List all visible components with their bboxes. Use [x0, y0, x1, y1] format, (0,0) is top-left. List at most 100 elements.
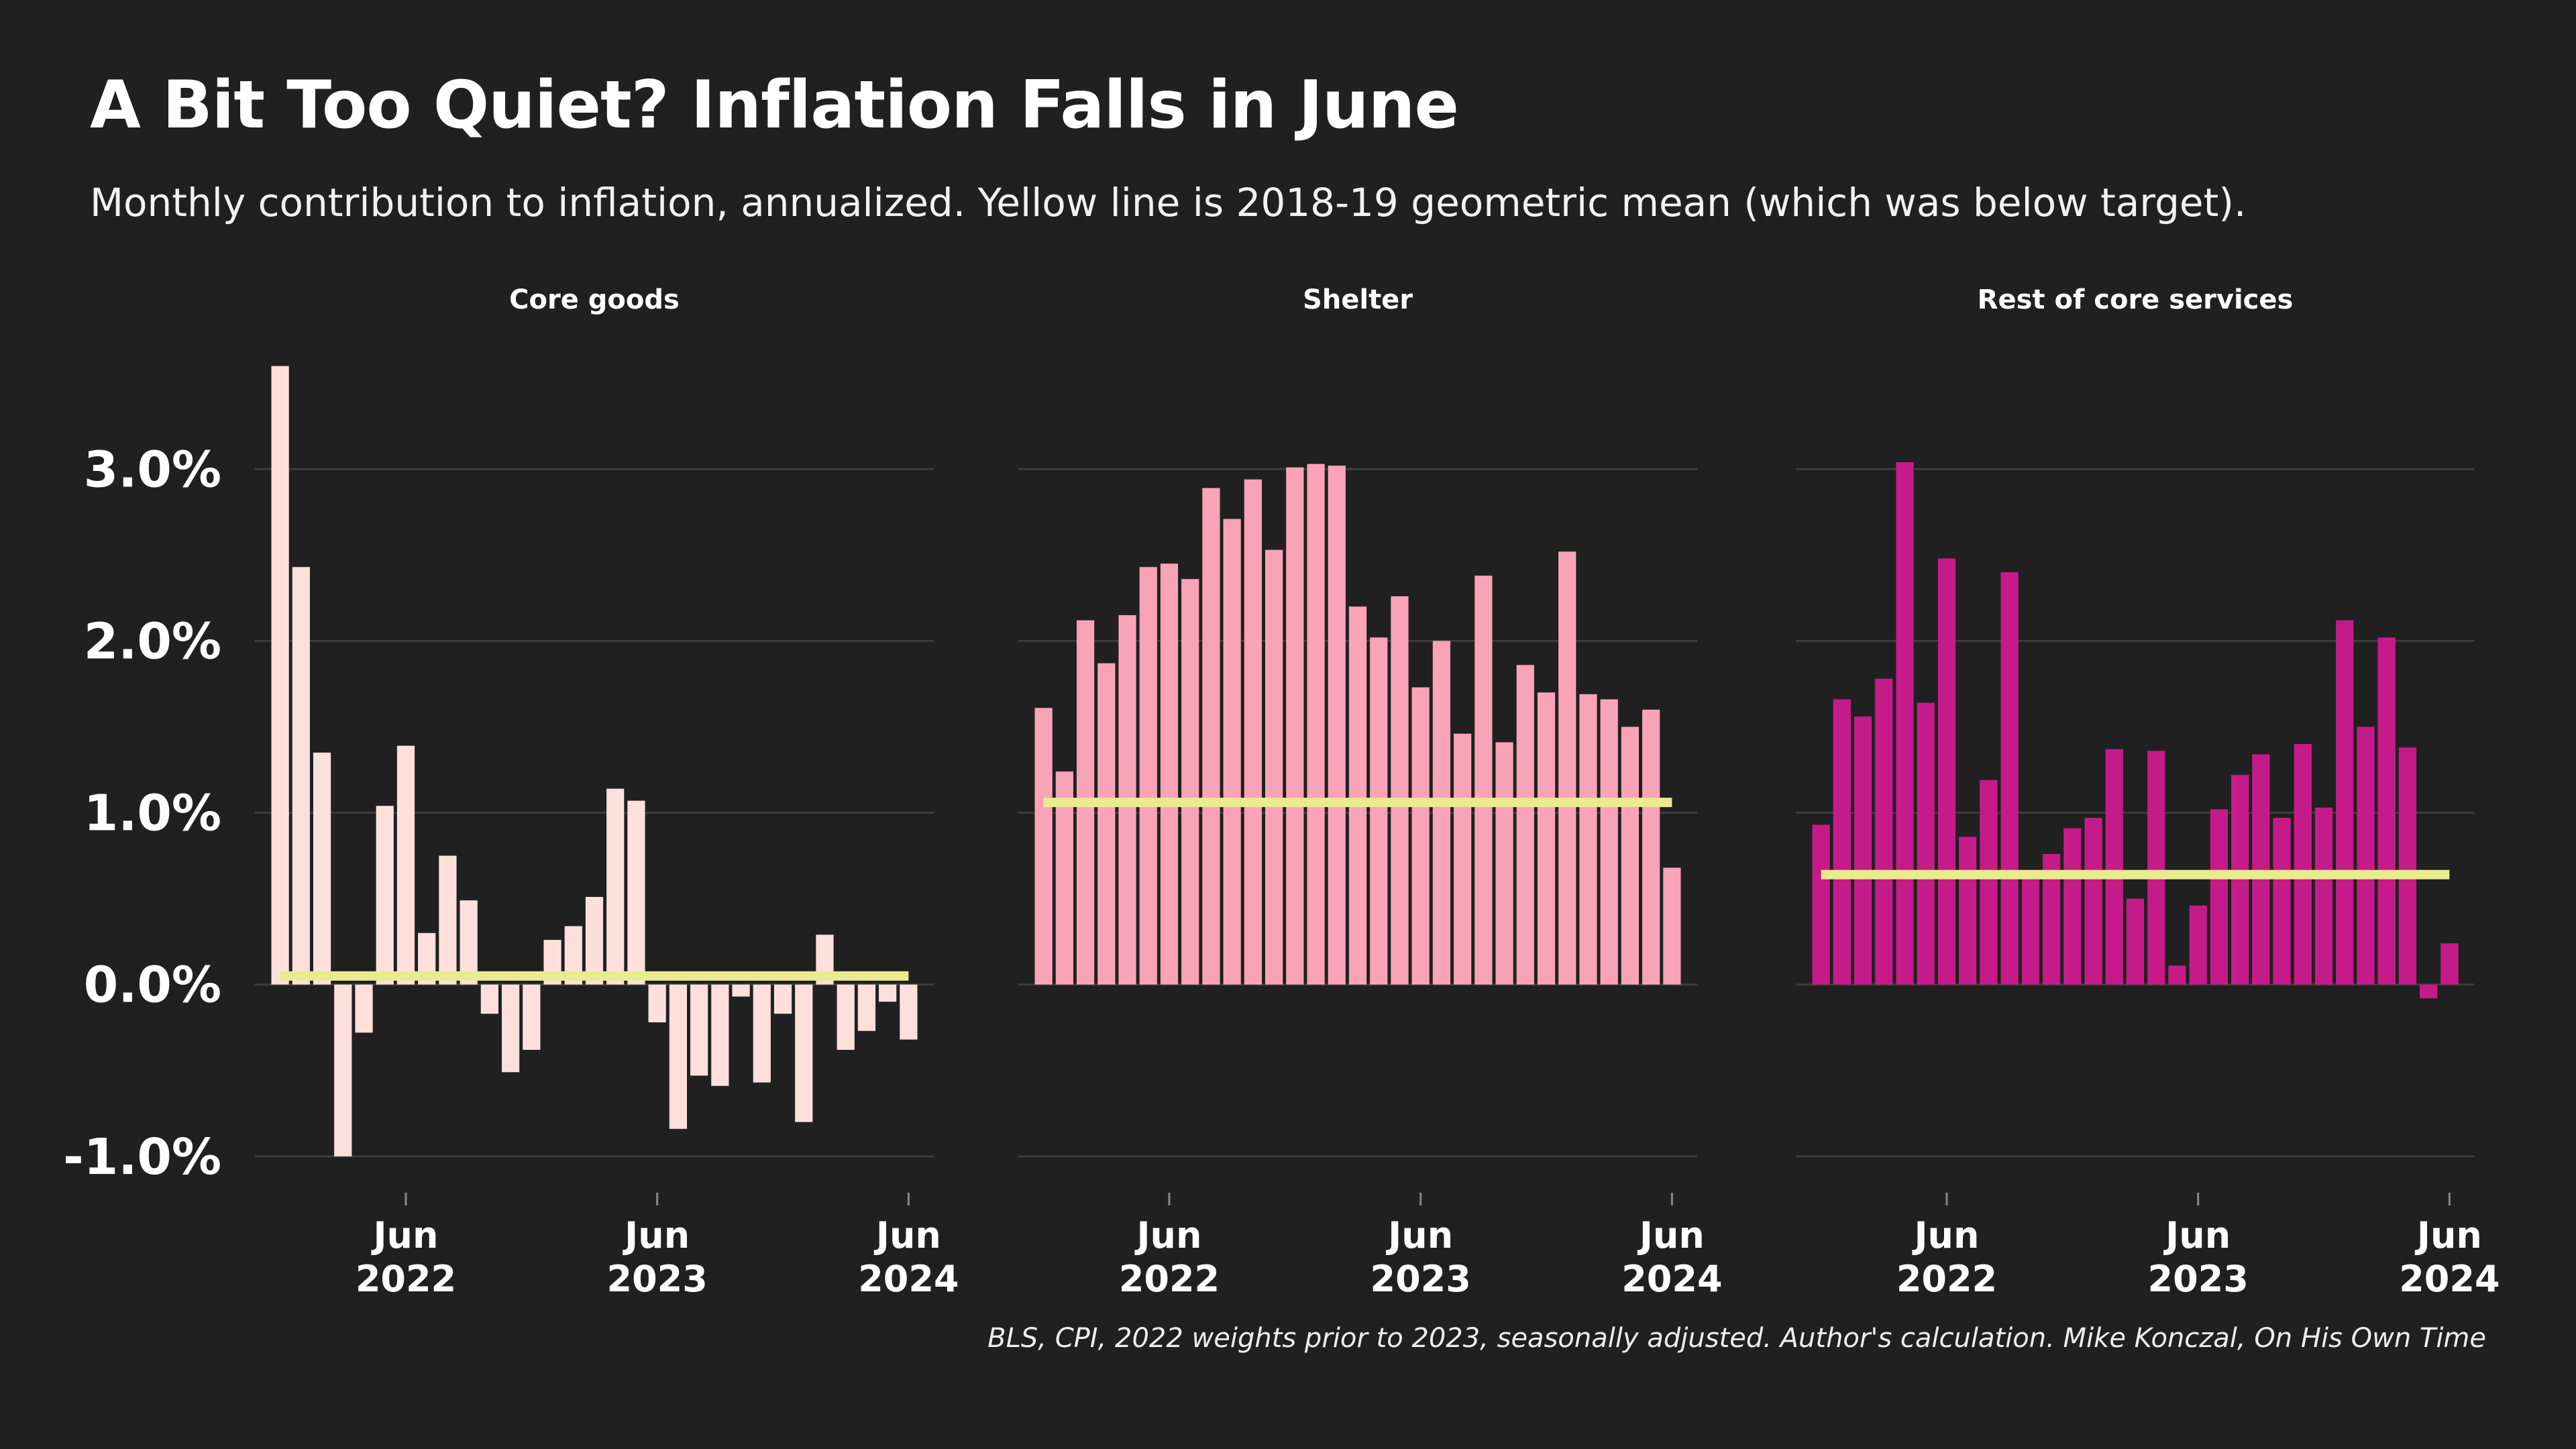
bar: [1307, 464, 1325, 985]
y-tick-label: 0.0%: [84, 957, 221, 1014]
bar: [1348, 606, 1367, 985]
bar: [376, 806, 394, 985]
bar: [753, 984, 771, 1083]
bar: [690, 984, 708, 1076]
bar: [1160, 564, 1179, 985]
bar: [1854, 716, 1872, 985]
bar: [606, 788, 625, 985]
bar: [900, 984, 918, 1040]
bar: [795, 984, 813, 1122]
bar: [1411, 687, 1430, 985]
bar: [313, 752, 331, 985]
bar: [1812, 824, 1830, 985]
x-tick-label: Jun: [1911, 1214, 1979, 1256]
bar: [1139, 567, 1157, 985]
bar: [1328, 466, 1346, 985]
x-tick-label: 2022: [356, 1258, 456, 1300]
bar: [2377, 637, 2396, 985]
x-tick-label: 2022: [1119, 1258, 1220, 1300]
bar: [1181, 579, 1199, 985]
x-tick-label: Jun: [1134, 1214, 1201, 1256]
bar: [1537, 692, 1556, 985]
bar: [773, 984, 792, 1014]
bar: [1391, 596, 1409, 985]
bar: [2252, 754, 2270, 985]
bar: [1642, 709, 1660, 985]
bar: [1495, 742, 1513, 985]
bar: [1600, 699, 1618, 985]
bar: [2063, 828, 2082, 985]
bar: [2420, 984, 2438, 999]
bar: [2440, 943, 2459, 985]
bar: [1244, 479, 1262, 985]
bar: [2147, 751, 2165, 985]
bar: [732, 984, 750, 997]
chart-title: A Bit Too Quiet? Inflation Falls in June: [90, 67, 1459, 144]
panel-title: Shelter: [1303, 284, 1413, 315]
bar: [2126, 898, 2145, 985]
bar: [1959, 837, 1977, 985]
bar: [1980, 780, 1998, 985]
bar: [2273, 818, 2291, 985]
bar: [2168, 965, 2186, 985]
bar: [1833, 699, 1851, 985]
chart-subtitle: Monthly contribution to inflation, annua…: [90, 180, 2247, 225]
bar: [480, 984, 498, 1014]
bar: [1202, 488, 1220, 985]
bar: [2189, 905, 2207, 985]
bar: [1896, 462, 1914, 985]
bar: [1097, 663, 1116, 985]
bar: [523, 984, 541, 1050]
bar: [2357, 727, 2375, 985]
x-tick-label: Jun: [2414, 1214, 2482, 1256]
bar: [2336, 620, 2354, 985]
bar: [334, 984, 352, 1157]
bar: [1558, 551, 1576, 985]
panel-title: Rest of core services: [1978, 284, 2294, 315]
x-tick-label: Jun: [1385, 1214, 1453, 1256]
bar: [439, 855, 457, 985]
x-tick-label: Jun: [1637, 1214, 1705, 1256]
bar: [1663, 867, 1681, 985]
x-tick-label: 2024: [858, 1258, 959, 1300]
bar: [1917, 702, 1935, 985]
x-tick-label: 2023: [1371, 1258, 1471, 1300]
bar: [1875, 678, 1893, 985]
bar: [355, 984, 373, 1033]
x-tick-label: 2024: [2399, 1258, 2500, 1300]
bar: [1621, 727, 1640, 985]
bar: [837, 984, 855, 1050]
bar: [2398, 747, 2417, 985]
x-tick-label: Jun: [622, 1214, 690, 1256]
bar: [1034, 708, 1053, 985]
x-tick-label: Jun: [370, 1214, 438, 1256]
panel-title: Core goods: [509, 284, 680, 315]
bar: [271, 366, 289, 985]
bar: [669, 984, 688, 1129]
bar: [879, 984, 897, 1002]
y-tick-label: -1.0%: [63, 1128, 221, 1186]
x-tick-label: Jun: [873, 1214, 941, 1256]
source-caption: BLS, CPI, 2022 weights prior to 2023, se…: [987, 1323, 2486, 1354]
bar: [1370, 637, 1388, 985]
bar: [501, 984, 520, 1073]
bar: [627, 800, 645, 985]
bar: [711, 984, 729, 1086]
bar: [1223, 519, 1241, 985]
panel-1: Core goodsJun2022Jun2023Jun2024-1.0%0.0%…: [63, 284, 959, 1300]
bar: [1265, 549, 1283, 985]
x-tick-label: 2022: [1896, 1258, 1997, 1300]
bar: [2210, 809, 2229, 985]
bar: [1432, 641, 1451, 985]
bar: [585, 897, 604, 985]
bar: [857, 984, 876, 1031]
x-tick-label: Jun: [2163, 1214, 2231, 1256]
bar: [292, 567, 310, 985]
x-tick-label: 2024: [1621, 1258, 1722, 1300]
bar: [2084, 818, 2102, 985]
y-tick-label: 3.0%: [84, 441, 221, 498]
bar: [1286, 467, 1304, 985]
bar: [2231, 775, 2249, 985]
